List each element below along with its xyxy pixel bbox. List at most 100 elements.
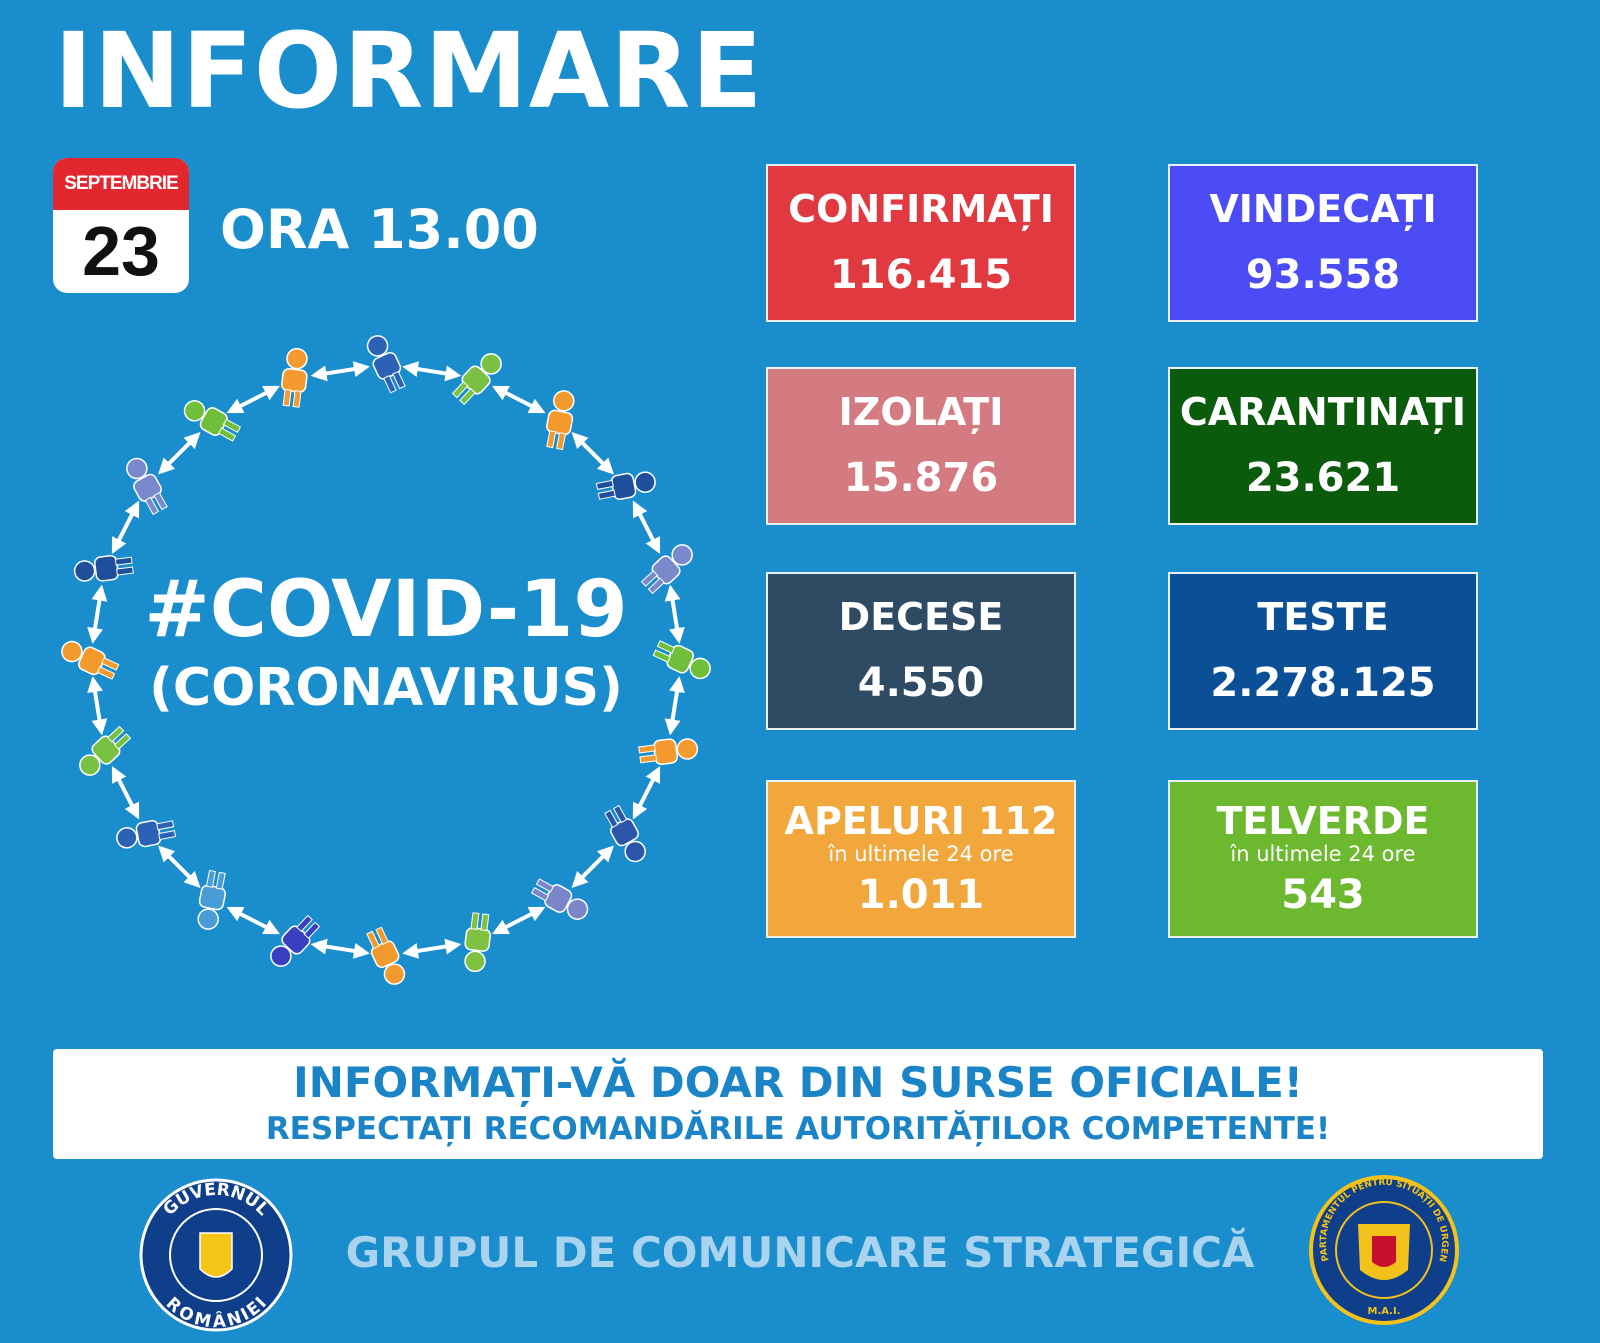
person-leg: [156, 820, 175, 831]
person-body: [544, 884, 573, 913]
connector-arrow: [111, 765, 140, 820]
person-leg: [656, 640, 676, 654]
stat-label: DECESE: [838, 595, 1004, 640]
person-body: [77, 646, 106, 676]
stat-box: APELURI 112 în ultimele 24 ore 1.011: [766, 780, 1076, 938]
footer-text: GRUPUL DE COMUNICARE STRATEGICĂ: [345, 1228, 1255, 1277]
person-body: [372, 351, 402, 380]
person-leg: [101, 657, 120, 671]
stat-box: CARANTINAȚI 23.621: [1168, 367, 1478, 525]
person-leg: [96, 666, 116, 680]
person-head: [671, 544, 693, 566]
person-body: [461, 365, 491, 395]
person-icon: [73, 554, 134, 582]
stat-value: 543: [1281, 872, 1365, 919]
connector-arrow: [87, 676, 108, 736]
government-logo: GUVERNUL ROMÂNIEI: [139, 1178, 293, 1332]
person-leg: [375, 926, 389, 945]
person-body: [666, 644, 695, 674]
person-head: [689, 657, 711, 680]
connector-arrow: [310, 361, 370, 382]
stat-note: în ultimele 24 ore: [1230, 842, 1416, 867]
person-leg: [144, 496, 160, 516]
person-head: [366, 335, 389, 357]
stat-box: DECESE 4.550: [766, 572, 1076, 730]
person-head: [383, 963, 406, 985]
person-leg: [222, 418, 242, 434]
person-leg: [639, 754, 658, 764]
person-leg: [282, 388, 292, 407]
covid-subtitle: (CORONAVIRUS): [149, 658, 623, 718]
person-leg: [640, 570, 659, 587]
logo-text: M.A.I.: [1368, 1306, 1401, 1317]
stat-label: VINDECAȚI: [1209, 187, 1437, 232]
person-icon: [183, 400, 242, 442]
person-head: [566, 898, 589, 920]
person-body: [610, 818, 639, 847]
connector-arrow: [226, 906, 281, 935]
stat-label: TESTE: [1257, 595, 1389, 640]
banner-line: RESPECTAȚI RECOMANDĂRILE AUTORITĂȚILOR C…: [265, 1111, 1331, 1147]
person-leg: [530, 886, 550, 902]
person-body: [135, 820, 162, 848]
connector-arrow: [226, 385, 281, 414]
person-leg: [113, 733, 132, 750]
person-head: [79, 754, 101, 776]
person-icon: [197, 869, 226, 930]
connector-arrow: [571, 432, 614, 475]
person-body: [94, 554, 119, 582]
person-leg: [366, 930, 380, 950]
person-leg: [480, 913, 490, 932]
person-head: [624, 840, 646, 863]
stat-box: TESTE 2.278.125: [1168, 572, 1478, 730]
connector-arrow: [158, 845, 201, 888]
person-leg: [158, 830, 177, 841]
person-head: [197, 908, 219, 930]
person-icon: [652, 640, 711, 680]
person-leg: [292, 390, 302, 408]
person-head: [634, 471, 656, 493]
stat-label: CONFIRMAȚI: [788, 187, 1054, 232]
person-leg: [215, 871, 226, 890]
person-leg: [114, 556, 133, 566]
dsu-logo: DEPARTAMENTUL PENTRU SITUAȚII DE URGENȚĂ…: [1308, 1174, 1459, 1325]
stat-label: CARANTINAȚI: [1179, 390, 1467, 435]
person-leg: [392, 370, 406, 390]
person-leg: [597, 489, 616, 500]
connector-arrow: [491, 906, 546, 935]
person-icon: [640, 544, 693, 595]
person-leg: [451, 381, 469, 399]
person-leg: [153, 491, 168, 511]
person-leg: [638, 744, 656, 754]
connector-arrow: [87, 584, 108, 644]
person-leg: [535, 878, 555, 893]
person-head: [676, 738, 699, 760]
person-icon: [366, 926, 406, 985]
person-body: [546, 409, 574, 436]
stat-label: TELVERDE: [1216, 798, 1430, 843]
person-leg: [296, 914, 313, 933]
person-body: [370, 940, 400, 969]
person-leg: [647, 577, 665, 595]
person-body: [610, 472, 637, 500]
stat-value: 116.415: [829, 251, 1013, 298]
person-icon: [451, 353, 502, 406]
person-leg: [556, 432, 567, 451]
person-leg: [217, 427, 237, 442]
time: ORA 13.00: [220, 198, 539, 261]
connector-arrow: [632, 500, 661, 555]
stat-box: IZOLAȚI 15.876: [766, 367, 1076, 525]
person-leg: [595, 479, 614, 490]
connector-arrow: [664, 584, 685, 644]
person-icon: [126, 457, 168, 516]
person-head: [480, 353, 502, 375]
person-leg: [604, 809, 619, 829]
stat-value: 15.876: [843, 454, 999, 501]
person-icon: [638, 738, 699, 766]
person-head: [126, 457, 148, 480]
connector-arrow: [571, 845, 614, 888]
connector-arrow: [158, 432, 201, 475]
page-title: INFORMARE: [54, 10, 764, 132]
stat-value: 1.011: [857, 872, 985, 919]
